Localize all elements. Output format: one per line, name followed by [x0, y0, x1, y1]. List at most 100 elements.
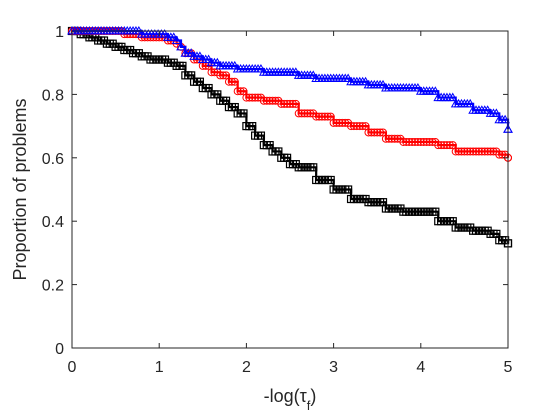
data-point	[256, 131, 266, 140]
data-point	[326, 175, 335, 185]
data-point	[413, 83, 423, 92]
data-point	[294, 109, 303, 118]
x-tick-label: 3	[329, 359, 338, 376]
data-point	[230, 77, 239, 86]
y-tick-label: 1	[55, 24, 64, 41]
data-point	[315, 112, 324, 121]
data-point	[291, 99, 300, 108]
data-point	[454, 147, 463, 156]
data-point	[335, 118, 344, 127]
data-point	[259, 96, 268, 105]
data-point	[265, 96, 274, 105]
data-point	[224, 77, 233, 86]
data-point	[303, 109, 312, 118]
data-point	[277, 99, 286, 108]
data-point	[387, 134, 396, 143]
ticks-layer: 0 1 2 3 4 5 0 0.2 0.4 0.6 0.8 1	[42, 24, 513, 376]
data-point	[309, 163, 318, 172]
data-point	[186, 48, 197, 57]
data-point	[176, 41, 186, 51]
data-point	[268, 96, 277, 105]
data-point	[390, 134, 399, 143]
data-point	[349, 122, 358, 131]
data-point	[440, 141, 449, 150]
data-point	[474, 147, 483, 156]
data-point	[338, 118, 347, 127]
data-point	[370, 128, 379, 137]
data-point	[171, 35, 182, 45]
data-point	[280, 99, 289, 108]
data-point	[323, 112, 332, 121]
data-point	[207, 68, 216, 77]
data-point	[332, 118, 341, 127]
data-point	[416, 137, 425, 146]
data-point	[297, 109, 306, 118]
x-tick-label: 4	[416, 359, 425, 376]
data-point	[442, 141, 451, 150]
data-point	[262, 96, 271, 105]
y-tick-label: 0.2	[42, 278, 64, 295]
data-point	[419, 137, 428, 146]
data-point	[483, 147, 492, 156]
data-point	[239, 109, 248, 118]
data-point	[195, 51, 205, 60]
data-point	[227, 77, 236, 86]
x-tick-label: 0	[68, 359, 77, 376]
data-point	[495, 150, 504, 159]
data-point	[491, 108, 502, 117]
data-point	[329, 118, 338, 127]
data-point	[469, 147, 478, 156]
data-point	[430, 86, 441, 95]
data-point	[480, 147, 489, 156]
data-point	[347, 122, 356, 131]
data-point	[460, 147, 469, 156]
x-tick-label: 5	[504, 359, 513, 376]
data-point	[355, 122, 364, 131]
data-point	[312, 112, 321, 121]
data-point	[500, 114, 510, 124]
data-point	[320, 112, 329, 121]
data-point	[178, 61, 187, 70]
data-point	[437, 141, 446, 150]
data-point	[248, 93, 257, 102]
data-point	[367, 128, 376, 137]
data-point	[399, 137, 408, 146]
x-axis-label: -log(τf)	[264, 386, 317, 413]
data-point	[239, 87, 248, 96]
data-point	[373, 128, 382, 137]
data-point	[463, 147, 472, 156]
data-point	[361, 122, 370, 131]
data-point	[465, 98, 476, 108]
data-point	[410, 137, 419, 146]
data-point	[168, 32, 179, 41]
data-point	[344, 185, 353, 194]
data-point	[477, 147, 486, 156]
data-point	[448, 141, 457, 150]
data-point	[236, 87, 245, 96]
data-point	[222, 71, 231, 80]
data-point	[360, 76, 371, 86]
data-point	[472, 147, 481, 156]
data-point	[408, 137, 417, 146]
data-point	[326, 112, 335, 121]
x-axis-label-main: -log(τ	[264, 386, 307, 406]
data-point	[466, 147, 475, 156]
data-point	[413, 137, 422, 146]
y-axis-label: Proportion of problems	[10, 98, 30, 280]
plot-box	[71, 30, 509, 349]
data-point	[434, 141, 443, 150]
data-point	[233, 87, 242, 96]
data-point	[159, 29, 170, 38]
data-point	[256, 64, 266, 73]
data-point	[251, 93, 260, 102]
data-point	[451, 147, 460, 156]
data-point	[308, 70, 319, 79]
data-point	[219, 71, 228, 80]
data-point	[288, 99, 297, 108]
data-point	[242, 93, 251, 102]
data-point	[422, 137, 431, 146]
data-point	[384, 134, 393, 143]
data-point	[447, 92, 458, 102]
data-point	[283, 99, 292, 108]
data-point	[431, 207, 440, 216]
